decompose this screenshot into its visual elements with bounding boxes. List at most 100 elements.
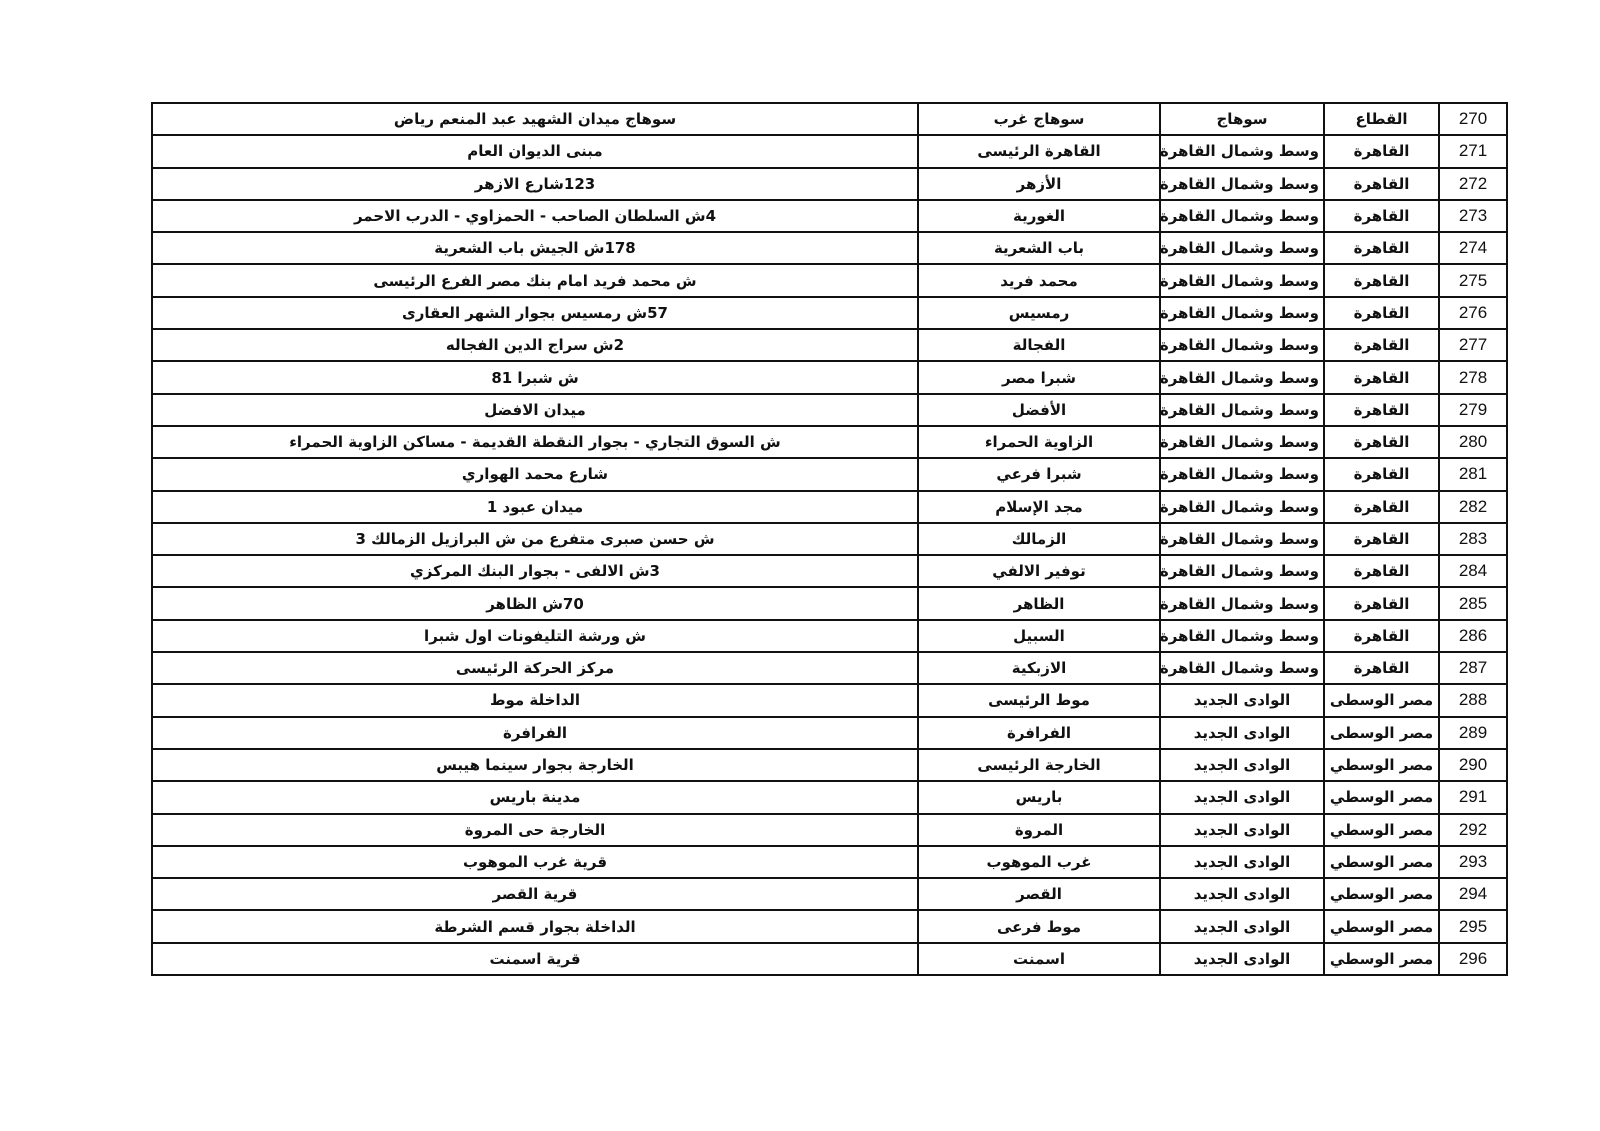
sector: مصر الوسطي <box>1323 877 1440 912</box>
sector: القاهرة <box>1323 360 1440 395</box>
region: وسط وشمال القاهرة <box>1159 295 1325 331</box>
address: مركز الحركة الرئيسى <box>151 651 919 686</box>
region: الوادى الجديد <box>1159 683 1325 718</box>
sector: مصر الوسطي <box>1323 812 1440 847</box>
table-body: 270 القطاع سوهاج سوهاج غرب سوهاج ميدان الشهي… <box>151 101 1508 977</box>
table-row: 270 القطاع سوهاج سوهاج غرب سوهاج ميدان الشهي… <box>151 101 1508 137</box>
table-row: 295 مصر الوسطي الوادى الجديد موط فرعى الداخل… <box>151 909 1508 944</box>
table-row: 284 القاهرة وسط وشمال القاهرة توفير الالفي 3… <box>151 554 1508 589</box>
row-number: 271 <box>1438 134 1508 169</box>
office: غرب الموهوب <box>917 844 1161 880</box>
address: قرية اسمنت <box>151 941 919 977</box>
sector: القاهرة <box>1323 457 1440 492</box>
sector: القاهرة <box>1323 231 1440 266</box>
table-row: 282 القاهرة وسط وشمال القاهرة مجد الإسلام مي… <box>151 489 1508 524</box>
office: باب الشعرية <box>917 231 1161 266</box>
row-number: 274 <box>1438 231 1508 266</box>
sector: مصر الوسطى <box>1323 683 1440 718</box>
sector: القاهرة <box>1323 586 1440 621</box>
table-row: 276 القاهرة وسط وشمال القاهرة رمسيس 57ش رمسي… <box>151 295 1508 331</box>
address: سوهاج ميدان الشهيد عبد المنعم رياض <box>151 101 919 137</box>
table-row: 281 القاهرة وسط وشمال القاهرة شبرا فرعي شارع… <box>151 457 1508 492</box>
sector: مصر الوسطي <box>1323 747 1440 783</box>
address: ميدان الافضل <box>151 392 919 427</box>
region: وسط وشمال القاهرة <box>1159 586 1325 621</box>
sector: القاهرة <box>1323 295 1440 331</box>
row-number: 277 <box>1438 328 1508 363</box>
address: الداخلة موط <box>151 683 919 718</box>
row-number: 275 <box>1438 263 1508 298</box>
region: وسط وشمال القاهرة <box>1159 166 1325 201</box>
table-row: 273 القاهرة وسط وشمال القاهرة الغورية 4ش الس… <box>151 198 1508 234</box>
region: الوادى الجديد <box>1159 909 1325 944</box>
address: ش ورشة التليفونات اول شبرا <box>151 618 919 654</box>
sector: مصر الوسطي <box>1323 909 1440 944</box>
sector: القطاع <box>1323 101 1440 137</box>
office: الزاوية الحمراء <box>917 424 1161 460</box>
table-row: 280 القاهرة وسط وشمال القاهرة الزاوية الحمر… <box>151 424 1508 460</box>
table-row: 293 مصر الوسطي الوادى الجديد غرب الموهوب قري… <box>151 844 1508 880</box>
sector: القاهرة <box>1323 651 1440 686</box>
office: الزمالك <box>917 521 1161 557</box>
table-row: 275 القاهرة وسط وشمال القاهرة محمد فريد ش مح… <box>151 263 1508 298</box>
sheet: 270 القطاع سوهاج سوهاج غرب سوهاج ميدان الشهي… <box>151 101 1508 977</box>
office: المروة <box>917 812 1161 847</box>
sector: القاهرة <box>1323 166 1440 201</box>
office: موط الرئيسى <box>917 683 1161 718</box>
office: اسمنت <box>917 941 1161 977</box>
office: الأزهر <box>917 166 1161 201</box>
region: الوادى الجديد <box>1159 715 1325 750</box>
row-number: 276 <box>1438 295 1508 331</box>
sector: القاهرة <box>1323 328 1440 363</box>
region: وسط وشمال القاهرة <box>1159 618 1325 654</box>
address: 57ش رمسيس بجوار الشهر العقارى <box>151 295 919 331</box>
office: الفرافرة <box>917 715 1161 750</box>
region: وسط وشمال القاهرة <box>1159 457 1325 492</box>
row-number: 294 <box>1438 877 1508 912</box>
table-row: 290 مصر الوسطي الوادى الجديد الخارجة الرئيس… <box>151 747 1508 783</box>
region: الوادى الجديد <box>1159 941 1325 977</box>
address: ش حسن صبرى متفرع من ش البرازيل الزمالك 3 <box>151 521 919 557</box>
table: 270 القطاع سوهاج سوهاج غرب سوهاج ميدان الشهي… <box>151 101 1508 977</box>
region: وسط وشمال القاهرة <box>1159 198 1325 234</box>
sector: القاهرة <box>1323 554 1440 589</box>
row-number: 295 <box>1438 909 1508 944</box>
region: وسط وشمال القاهرة <box>1159 231 1325 266</box>
region: الوادى الجديد <box>1159 747 1325 783</box>
sector: القاهرة <box>1323 198 1440 234</box>
row-number: 282 <box>1438 489 1508 524</box>
sector: القاهرة <box>1323 489 1440 524</box>
address: 4ش السلطان الصاحب - الحمزاوي - الدرب الا… <box>151 198 919 234</box>
row-number: 292 <box>1438 812 1508 847</box>
address: الخارجة حى المروة <box>151 812 919 847</box>
table-row: 296 مصر الوسطي الوادى الجديد اسمنت قرية اسمن… <box>151 941 1508 977</box>
row-number: 283 <box>1438 521 1508 557</box>
office: شبرا فرعي <box>917 457 1161 492</box>
office: القاهرة الرئيسى <box>917 134 1161 169</box>
address: ش السوق التجاري - بجوار النقطة القديمة -… <box>151 424 919 460</box>
sector: مصر الوسطي <box>1323 941 1440 977</box>
row-number: 281 <box>1438 457 1508 492</box>
row-number: 287 <box>1438 651 1508 686</box>
sector: القاهرة <box>1323 618 1440 654</box>
office: رمسيس <box>917 295 1161 331</box>
sector: القاهرة <box>1323 424 1440 460</box>
row-number: 296 <box>1438 941 1508 977</box>
row-number: 279 <box>1438 392 1508 427</box>
region: الوادى الجديد <box>1159 877 1325 912</box>
table-row: 285 القاهرة وسط وشمال القاهرة الظاهر 70ش الظ… <box>151 586 1508 621</box>
region: وسط وشمال القاهرة <box>1159 360 1325 395</box>
row-number: 286 <box>1438 618 1508 654</box>
region: وسط وشمال القاهرة <box>1159 134 1325 169</box>
region: وسط وشمال القاهرة <box>1159 263 1325 298</box>
office: باريس <box>917 780 1161 815</box>
region: وسط وشمال القاهرة <box>1159 521 1325 557</box>
sector: مصر الوسطي <box>1323 844 1440 880</box>
sector: القاهرة <box>1323 263 1440 298</box>
table-row: 283 القاهرة وسط وشمال القاهرة الزمالك ش حسن … <box>151 521 1508 557</box>
table-row: 274 القاهرة وسط وشمال القاهرة باب الشعرية 17… <box>151 231 1508 266</box>
row-number: 285 <box>1438 586 1508 621</box>
office: توفير الالفي <box>917 554 1161 589</box>
table-row: 291 مصر الوسطي الوادى الجديد باريس مدينة بار… <box>151 780 1508 815</box>
